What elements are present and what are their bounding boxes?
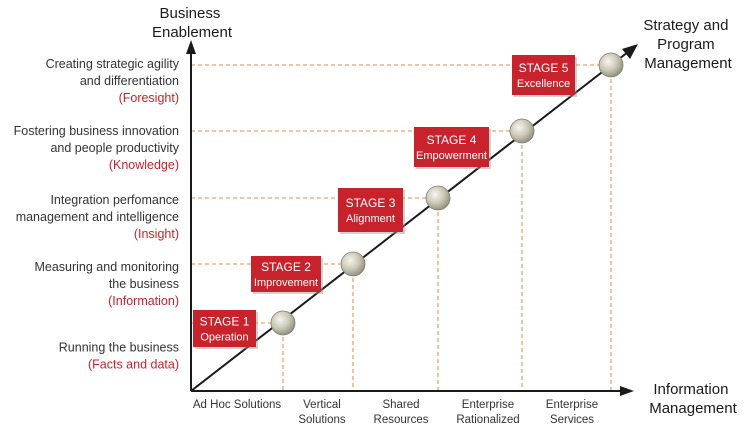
level-text-line: Creating strategic agility	[46, 57, 180, 71]
stage-box-background	[414, 127, 489, 167]
x-category-label: Enterprise Rationalized	[456, 399, 519, 426]
x-category-line: Enterprise	[462, 399, 514, 411]
level-description: Creating strategic agility and differenti…	[46, 57, 180, 105]
x-category-label: Ad Hoc Solutions	[193, 399, 281, 411]
x-category-line: Rationalized	[456, 414, 519, 426]
level-description: Measuring and monitoring the business (Inf…	[34, 260, 179, 308]
stage-box: STAGE 5 Excellence	[512, 55, 577, 97]
stage-box-background	[251, 256, 321, 292]
level-keyword: (Foresight)	[119, 91, 179, 105]
x-category-label: Vertical Solutions	[298, 399, 346, 426]
stage-node	[425, 185, 451, 211]
x-category-line: Solutions	[298, 414, 346, 426]
x-category-line: Enterprise	[546, 399, 598, 411]
x-category-line: Ad Hoc Solutions	[193, 399, 281, 411]
stage-box: STAGE 3 Alignment	[338, 188, 405, 234]
stage-box-background	[193, 310, 256, 347]
y-axis-title: Business Enablement	[152, 5, 233, 41]
level-text-line: Fostering business innovation	[14, 124, 179, 138]
level-keyword: (Information)	[108, 294, 179, 308]
x-category-line: Shared	[382, 399, 419, 411]
stage-name: Empowerment	[416, 150, 487, 162]
x-category-line: Vertical	[303, 399, 341, 411]
stage-name: Excellence	[517, 78, 570, 90]
diagonal-label: Strategy and Program Management	[643, 17, 732, 72]
x-category-label: Shared Resources	[374, 399, 429, 426]
x-axis-arrowhead	[620, 386, 634, 396]
axes	[186, 40, 638, 396]
diagonal-arrowhead	[622, 44, 638, 59]
level-description: Fostering business innovation and people …	[14, 124, 180, 172]
stage-node	[509, 118, 535, 144]
y-axis-arrowhead	[186, 40, 196, 54]
stage-node	[598, 52, 624, 78]
stage-nodes	[270, 52, 624, 336]
x-category-label: Enterprise Services	[546, 399, 598, 426]
stage-name: Alignment	[346, 213, 395, 225]
level-text-line: Measuring and monitoring	[34, 260, 179, 274]
level-keyword: (Knowledge)	[109, 158, 179, 172]
x-category-line: Resources	[374, 414, 429, 426]
x-axis-title: Information Management	[649, 381, 737, 417]
stage-title: STAGE 2	[261, 260, 311, 274]
stage-title: STAGE 4	[427, 133, 477, 147]
level-description: Integration perfomance management and int…	[16, 193, 179, 241]
level-keyword: (Insight)	[134, 227, 179, 241]
level-text-line: and people productivity	[50, 141, 179, 155]
level-keyword: (Facts and data)	[88, 358, 179, 372]
stage-box: STAGE 1 Operation	[193, 310, 258, 349]
stage-box: STAGE 4 Empowerment	[414, 127, 491, 169]
stage-box-background	[512, 55, 575, 95]
level-text-line: management and intelligence	[16, 210, 179, 224]
stage-box-background	[338, 188, 403, 232]
x-category-line: Services	[550, 414, 594, 426]
business-levels: Running the business (Facts and data) Meas…	[14, 57, 180, 372]
level-text-line: the business	[109, 277, 179, 291]
diagonal-line	[190, 51, 629, 392]
stage-node	[340, 251, 366, 277]
stage-name: Operation	[200, 332, 248, 344]
level-description: Running the business (Facts and data)	[59, 341, 179, 372]
stage-name: Improvement	[254, 277, 318, 289]
level-text-line: Integration perfomance	[50, 193, 179, 207]
level-text-line: Running the business	[59, 341, 179, 355]
stage-box: STAGE 2 Improvement	[251, 256, 323, 294]
level-text-line: and differentiation	[80, 74, 179, 88]
stage-node	[270, 310, 296, 336]
x-categories: Ad Hoc Solutions Vertical Solutions Shared R…	[193, 399, 598, 426]
stage-title: STAGE 3	[346, 196, 396, 210]
stage-title: STAGE 5	[519, 61, 569, 75]
stage-title: STAGE 1	[200, 315, 250, 329]
